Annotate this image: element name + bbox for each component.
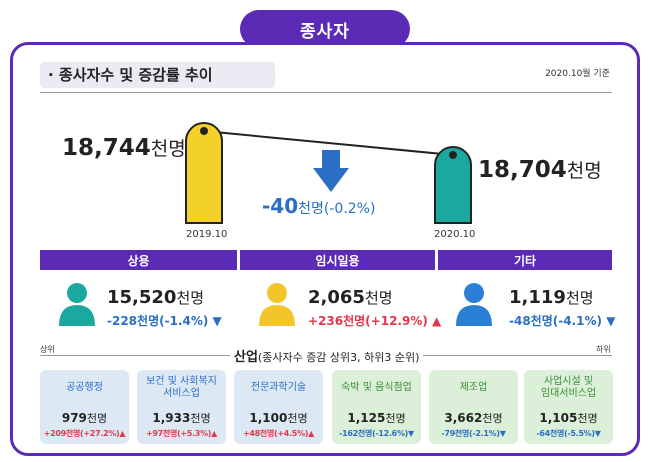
date-note: 2020.10월 기준: [545, 69, 610, 79]
value-2020: 18,704천명: [478, 157, 602, 183]
pillar-2020: [434, 146, 472, 224]
industry-name: 숙박 및 음식점업: [332, 382, 421, 394]
industry-name-line: 사업시설 및: [543, 376, 594, 387]
industry-count: 1,105천명: [539, 411, 598, 425]
year-2019: 2019.10: [186, 229, 228, 240]
arrow-down-icon: ▼: [408, 429, 414, 438]
industry-name: 보건 및 사회복지 서비스업: [137, 376, 226, 400]
person-teal-icon: [59, 283, 95, 326]
arrow-down-icon: ▼: [499, 429, 506, 438]
industry-change: -64천명(-5.5%)▼: [536, 429, 601, 438]
industry-change: +48천명(+4.5%)▲: [242, 429, 315, 438]
temporary-count: 2,065천명: [308, 287, 393, 308]
industry-card: 보건 및 사회복지 서비스업 1,933천명 +97천명(+5.3%)▲: [137, 370, 226, 444]
category-other: 기타: [438, 250, 612, 270]
industry-name-line: 서비스업: [163, 388, 200, 399]
industry-card: 사업시설 및 임대서비스업 1,105천명 -64천명(-5.5%)▼: [524, 370, 613, 444]
arrow-down-icon: ▼: [594, 429, 601, 438]
arrow-up-icon: ▲: [119, 429, 126, 438]
industry-card: 숙박 및 음식점업 1,125천명 -162천명(-12.6%)▼: [332, 370, 421, 444]
person-blue-icon: [456, 283, 492, 326]
point-2019: [200, 127, 208, 135]
arrow-down-icon: ▼: [212, 314, 222, 328]
arrow-down-icon: ▼: [606, 314, 616, 328]
down-arrow-icon: [313, 150, 349, 192]
industry-card: 제조업 3,662천명 -79천명(-2.1%)▼: [429, 370, 518, 444]
industry-change: -162천명(-12.6%)▼: [339, 429, 414, 438]
category-regular: 상용: [40, 250, 237, 270]
person-yellow-icon: [259, 283, 295, 326]
total-change: -40천명(-0.2%): [262, 194, 376, 218]
industry-name-line: 공공행정: [66, 382, 103, 393]
arrow-up-icon: ▲: [432, 314, 442, 328]
other-change: -48천명(-4.1%) ▼: [509, 314, 616, 328]
industry-card: 전문과학기술 1,100천명 +48천명(+4.5%)▲: [234, 370, 323, 444]
bottom-label: 하위: [596, 345, 611, 354]
section-header-bg: [40, 62, 275, 88]
industry-count: 1,125천명: [347, 411, 406, 425]
industry-count: 1,933천명: [152, 411, 211, 425]
industry-name: 전문과학기술: [234, 382, 323, 394]
regular-count: 15,520천명: [107, 287, 205, 308]
industry-count: 979천명: [61, 411, 108, 425]
temporary-change: +236천명(+12.9%) ▲: [308, 314, 442, 328]
value-2019: 18,744천명: [62, 135, 186, 161]
industry-change: +209천명(+27.2%)▲: [43, 429, 126, 438]
industry-name-line: 보건 및 사회복지: [146, 376, 217, 387]
industry-name-line: 임대서비스업: [540, 388, 597, 399]
section-divider: [40, 92, 612, 93]
regular-change: -228천명(-1.4%) ▼: [107, 314, 222, 328]
point-2020: [449, 151, 457, 159]
industry-name-line: 전문과학기술: [250, 382, 307, 393]
industry-change: -79천명(-2.1%)▼: [441, 429, 506, 438]
arrow-up-icon: ▲: [211, 429, 218, 438]
industry-card: 공공행정 979천명 +209천명(+27.2%)▲: [40, 370, 129, 444]
industry-name-line: 숙박 및 음식점업: [341, 382, 412, 393]
other-count: 1,119천명: [509, 287, 594, 308]
industry-count: 1,100천명: [249, 411, 308, 425]
industry-change: +97천명(+5.3%)▲: [145, 429, 218, 438]
category-temporary: 임시일용: [240, 250, 435, 270]
industry-name-line: 제조업: [459, 382, 488, 393]
page-title: 종사자: [240, 10, 410, 48]
industry-title: 산업(종사자수 증감 상위3, 하위3 순위): [230, 346, 424, 365]
industry-count: 3,662천명: [444, 411, 503, 425]
top-label: 상위: [40, 345, 55, 354]
industry-name: 제조업: [429, 382, 518, 394]
section-header: · 종사자수 및 증감률 추이: [48, 66, 213, 84]
industry-name: 공공행정: [40, 382, 129, 394]
pillar-2019: [185, 122, 223, 224]
industry-name: 사업시설 및 임대서비스업: [524, 376, 613, 400]
arrow-up-icon: ▲: [308, 429, 315, 438]
year-2020: 2020.10: [434, 229, 476, 240]
